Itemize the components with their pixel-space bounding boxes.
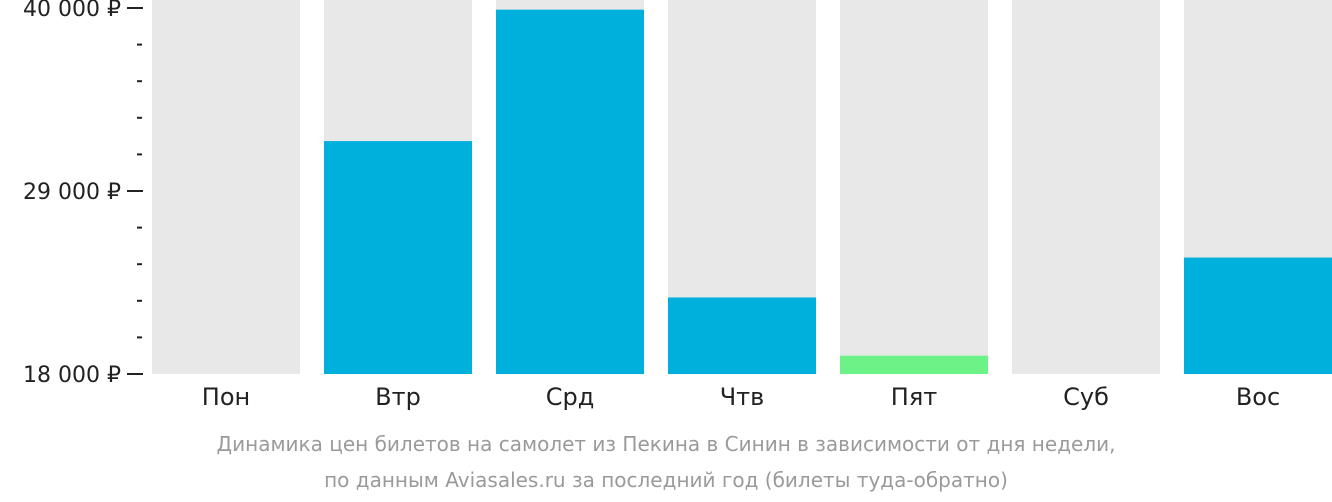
- x-tick-label: Пон: [202, 383, 250, 411]
- bar-background: [840, 0, 988, 374]
- x-tick-label: Втр: [375, 383, 421, 411]
- y-tick-label: 40 000 ₽: [23, 0, 121, 22]
- bar-background: [152, 0, 300, 374]
- x-tick-label: Срд: [546, 383, 595, 411]
- bar: [324, 141, 472, 374]
- chart-caption-line-1: Динамика цен билетов на самолет из Пекин…: [216, 432, 1116, 456]
- bar: [840, 355, 988, 374]
- y-tick-label: 18 000 ₽: [23, 363, 121, 388]
- bar: [496, 9, 644, 375]
- x-tick-label: Пят: [891, 383, 937, 411]
- x-tick-label: Вос: [1236, 383, 1280, 411]
- chart-caption-line-2: по данным Aviasales.ru за последний год …: [324, 468, 1008, 492]
- x-tick-label: Суб: [1063, 383, 1109, 411]
- bar: [1184, 257, 1332, 374]
- x-tick-label: Чтв: [720, 383, 765, 411]
- bar-chart: 40 000 ₽ 29 000 ₽ 18 000 ₽ Пон Втр Срд Чтв Пят С…: [23, 0, 1332, 411]
- bar: [668, 297, 816, 374]
- bar-background: [1012, 0, 1160, 374]
- y-tick-label: 29 000 ₽: [23, 180, 121, 205]
